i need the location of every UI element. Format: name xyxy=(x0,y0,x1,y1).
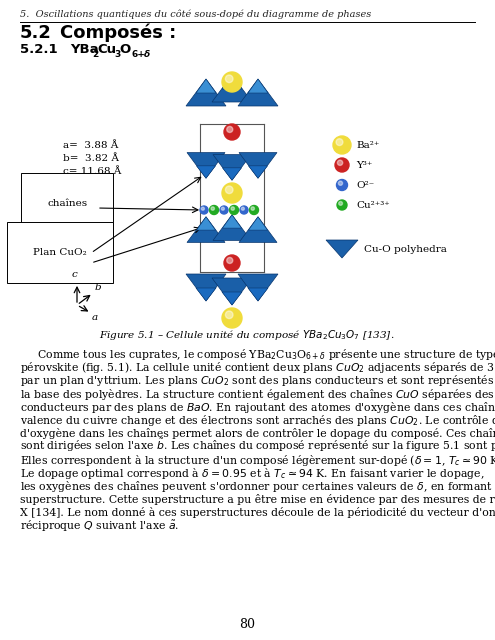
Text: 3: 3 xyxy=(114,50,120,59)
Text: chaînes: chaînes xyxy=(47,199,87,208)
Polygon shape xyxy=(212,278,252,305)
Circle shape xyxy=(221,207,224,210)
Circle shape xyxy=(222,183,242,203)
Polygon shape xyxy=(248,217,267,230)
Circle shape xyxy=(200,206,208,214)
Text: la base des polyèdres. La structure contient également des chaînes $CuO$ séparée: la base des polyèdres. La structure cont… xyxy=(20,387,495,402)
Polygon shape xyxy=(238,274,278,301)
Text: conducteurs par des plans de $BaO$. En rajoutant des atomes d'oxygène dans ces c: conducteurs par des plans de $BaO$. En r… xyxy=(20,400,495,415)
Polygon shape xyxy=(222,75,242,89)
Text: b=  3.82 Å: b= 3.82 Å xyxy=(63,154,119,163)
Text: δ: δ xyxy=(144,50,150,59)
Polygon shape xyxy=(196,79,216,93)
Polygon shape xyxy=(238,79,278,106)
Circle shape xyxy=(338,160,343,165)
Polygon shape xyxy=(197,166,215,178)
Text: O²⁻: O²⁻ xyxy=(356,181,374,190)
Polygon shape xyxy=(248,79,268,93)
Text: 2: 2 xyxy=(92,50,98,59)
Circle shape xyxy=(211,207,214,211)
Circle shape xyxy=(224,124,240,140)
Text: c: c xyxy=(72,270,78,279)
Polygon shape xyxy=(222,292,242,305)
Text: a=  3.88 Å: a= 3.88 Å xyxy=(63,141,118,150)
Polygon shape xyxy=(248,288,268,301)
Polygon shape xyxy=(186,79,226,106)
Text: superstructure. Cette superstructure a pu être mise en évidence par des mesures : superstructure. Cette superstructure a p… xyxy=(20,494,495,505)
Text: Composés :: Composés : xyxy=(60,24,176,42)
Polygon shape xyxy=(187,152,225,178)
Circle shape xyxy=(231,207,235,211)
Polygon shape xyxy=(197,217,215,230)
Circle shape xyxy=(225,75,233,83)
Text: Cu²⁺³⁺: Cu²⁺³⁺ xyxy=(356,201,390,210)
Circle shape xyxy=(337,179,347,191)
Polygon shape xyxy=(239,217,277,243)
Text: O: O xyxy=(119,43,130,56)
Text: X [134]. Le nom donné à ces superstructures découle de la périodicité du vecteur: X [134]. Le nom donné à ces superstructu… xyxy=(20,508,495,518)
Circle shape xyxy=(224,255,240,271)
Polygon shape xyxy=(222,168,242,180)
Text: c= 11.68 Å: c= 11.68 Å xyxy=(63,167,121,176)
Text: 80: 80 xyxy=(239,618,255,631)
Text: Cu-O polyhedra: Cu-O polyhedra xyxy=(364,245,447,254)
Polygon shape xyxy=(187,217,225,243)
Text: b: b xyxy=(95,283,101,292)
Circle shape xyxy=(201,207,204,210)
Circle shape xyxy=(242,207,245,210)
Circle shape xyxy=(337,200,347,210)
Text: 5.2: 5.2 xyxy=(20,24,52,42)
Text: 5.  Oscillations quantiques du côté sous-dopé du diagramme de phases: 5. Oscillations quantiques du côté sous-… xyxy=(20,10,371,19)
Circle shape xyxy=(251,207,254,211)
Circle shape xyxy=(240,206,248,214)
Text: 5.2.1: 5.2.1 xyxy=(20,43,57,56)
Circle shape xyxy=(222,72,242,92)
Circle shape xyxy=(225,186,233,193)
Text: Ba²⁺: Ba²⁺ xyxy=(356,141,379,150)
Text: Figure 5.1 – Cellule unité du composé $YBa_2Cu_3O_7$ [133].: Figure 5.1 – Cellule unité du composé $Y… xyxy=(99,328,395,342)
Circle shape xyxy=(335,158,349,172)
Polygon shape xyxy=(222,215,242,228)
Text: d'oxygène dans les chaînes permet alors de contrôler le dopage du composé. Ces c: d'oxygène dans les chaînes permet alors … xyxy=(20,428,495,439)
Text: YBa: YBa xyxy=(70,43,99,56)
Circle shape xyxy=(227,126,233,132)
Circle shape xyxy=(249,205,258,214)
Text: Y³⁺: Y³⁺ xyxy=(356,161,372,170)
Polygon shape xyxy=(213,154,251,180)
Circle shape xyxy=(220,206,228,214)
Text: par un plan d'yttrium. Les plans $CuO_2$ sont des plans conducteurs et sont repr: par un plan d'yttrium. Les plans $CuO_2$… xyxy=(20,373,495,388)
Circle shape xyxy=(227,257,233,264)
Polygon shape xyxy=(326,240,358,258)
Circle shape xyxy=(339,202,343,205)
Polygon shape xyxy=(212,75,252,102)
Circle shape xyxy=(333,136,351,154)
Polygon shape xyxy=(196,288,216,301)
Text: les oxygènes des chaînes peuvent s'ordonner pour certaines valeurs de $\delta$, : les oxygènes des chaînes peuvent s'ordon… xyxy=(20,479,495,494)
Text: a: a xyxy=(92,313,98,322)
Text: Elles correspondent à la structure d'un composé légèrement sur-dopé ($\delta = 1: Elles correspondent à la structure d'un … xyxy=(20,452,495,468)
Text: pérovskite (fig. 5.1). La cellule unité contient deux plans $CuO_2$ adjacents sé: pérovskite (fig. 5.1). La cellule unité … xyxy=(20,358,495,375)
Text: Plan CuO₂: Plan CuO₂ xyxy=(33,248,87,257)
Circle shape xyxy=(209,205,218,214)
Circle shape xyxy=(222,308,242,328)
Text: Comme tous les cuprates, le composé YBa$_2$Cu$_3$O$_{6+\delta}$ présente une str: Comme tous les cuprates, le composé YBa$… xyxy=(20,347,495,362)
Text: Cu: Cu xyxy=(97,43,116,56)
Text: réciproque $Q$ suivant l'axe $\tilde{a}$.: réciproque $Q$ suivant l'axe $\tilde{a}$… xyxy=(20,518,179,534)
Polygon shape xyxy=(213,215,251,241)
Polygon shape xyxy=(239,152,277,178)
Text: Le dopage optimal correspond à $\delta = 0.95$ et à $T_c \simeq 94$ K. En faisan: Le dopage optimal correspond à $\delta =… xyxy=(20,466,485,481)
Circle shape xyxy=(336,139,343,145)
Circle shape xyxy=(225,311,233,319)
Circle shape xyxy=(230,205,239,214)
Circle shape xyxy=(339,181,343,186)
Polygon shape xyxy=(248,166,267,178)
Polygon shape xyxy=(186,274,226,301)
Text: 6+: 6+ xyxy=(131,50,145,59)
Text: sont dirigées selon l'axe $\tilde{b}$. Les chaînes du composé représenté sur la : sont dirigées selon l'axe $\tilde{b}$. L… xyxy=(20,437,495,454)
Text: valence du cuivre change et des électrons sont arrachés des plans $CuO_2$. Le co: valence du cuivre change et des électron… xyxy=(20,413,495,428)
